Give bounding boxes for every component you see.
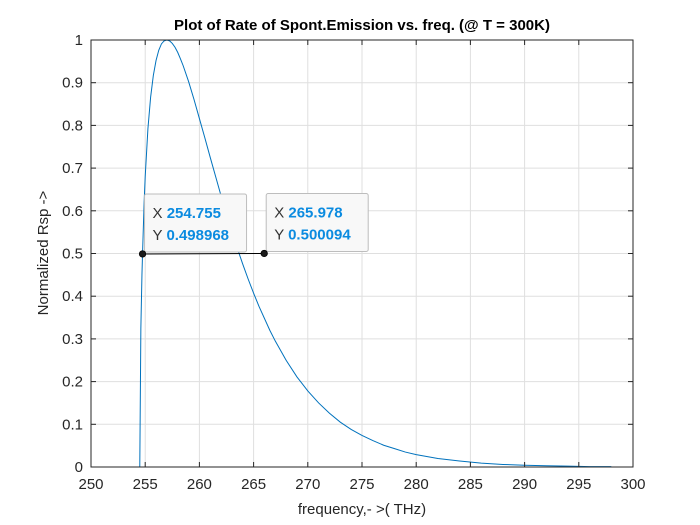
x-tick-label: 265 [241, 476, 266, 493]
datatip-y-key: Y [274, 226, 288, 243]
y-axis-label: Normalized Rsp -> [35, 190, 52, 315]
y-tick-label: 0.2 [62, 374, 83, 391]
datatip-y-value: 0.498968 [166, 227, 229, 244]
y-tick-label: 0.3 [62, 331, 83, 348]
y-tick-label: 1 [75, 32, 83, 49]
axis-ticks: 250 255 260 265 270 275 280 285 290 295 300 0 0.1 0.2… [62, 32, 645, 493]
datatip-marker[interactable] [260, 249, 268, 258]
datatip-box[interactable] [265, 192, 369, 252]
datatip-x-value: 254.755 [167, 205, 221, 222]
datatip-x-value: 265.978 [288, 204, 342, 221]
x-tick-label: 275 [349, 476, 374, 493]
y-tick-label: 0.1 [62, 416, 83, 433]
y-tick-label: 0.6 [62, 203, 83, 220]
x-tick-label: 250 [78, 476, 103, 493]
y-tick-label: 0 [75, 459, 83, 476]
x-tick-label: 270 [295, 476, 320, 493]
datatip-y-value: 0.500094 [288, 226, 351, 243]
datatip-y-row: Y 0.500094 [274, 226, 351, 243]
x-tick-label: 295 [566, 476, 591, 493]
y-tick-label: 0.8 [62, 117, 83, 134]
y-tick-label: 0.5 [62, 246, 83, 263]
datatip-x-row: X 254.755 [153, 205, 221, 222]
datatip-x-row: X 265.978 [274, 204, 342, 221]
x-tick-label: 255 [133, 476, 158, 493]
x-tick-label: 300 [620, 476, 645, 493]
x-tick-label: 290 [512, 476, 537, 493]
y-tick-label: 0.9 [62, 75, 83, 92]
x-tick-label: 260 [187, 476, 212, 493]
datatip-y-row: Y 0.498968 [153, 227, 229, 244]
datatip-x-key: X [274, 204, 288, 221]
datatip-box[interactable] [144, 193, 248, 253]
datatip-marker[interactable] [138, 250, 147, 258]
datatip-y-key: Y [153, 227, 167, 244]
chart-title: Plot of Rate of Spont.Emission vs. freq.… [174, 17, 550, 34]
datatip-x-key: X [153, 205, 167, 222]
x-tick-label: 285 [458, 476, 483, 493]
x-tick-label: 280 [404, 476, 429, 493]
x-axis-label: frequency,- >( THz) [298, 501, 426, 518]
y-tick-label: 0.4 [62, 288, 83, 305]
y-tick-label: 0.7 [62, 160, 83, 177]
